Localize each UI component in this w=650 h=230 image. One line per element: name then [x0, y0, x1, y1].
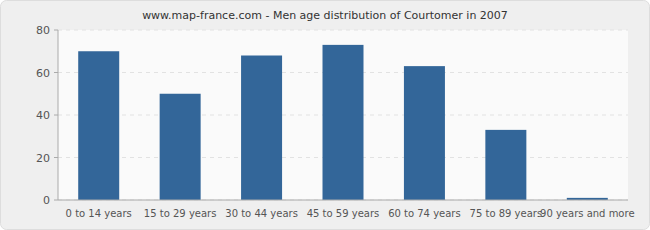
grid-line	[58, 30, 628, 31]
x-axis	[58, 200, 628, 201]
x-tick-label: 45 to 59 years	[307, 208, 380, 219]
y-tick-label: 80	[36, 24, 50, 37]
bar	[404, 66, 445, 200]
grid-line	[58, 200, 628, 201]
x-tick-label: 15 to 29 years	[144, 208, 217, 219]
bar	[323, 45, 364, 200]
chart-container: www.map-france.com - Men age distributio…	[0, 0, 650, 230]
x-tick-label: 90 years and more	[540, 208, 635, 219]
chart-svg: www.map-france.com - Men age distributio…	[0, 0, 650, 230]
bar	[160, 94, 201, 200]
bar	[78, 51, 119, 200]
y-tick	[54, 115, 58, 116]
y-tick	[54, 157, 58, 158]
y-tick-label: 0	[43, 194, 50, 207]
y-tick-label: 20	[36, 152, 50, 165]
y-tick	[54, 30, 58, 31]
y-tick-label: 60	[36, 67, 50, 80]
x-tick-label: 30 to 44 years	[225, 208, 298, 219]
bar	[485, 130, 526, 200]
x-tick-label: 60 to 74 years	[388, 208, 461, 219]
y-tick	[54, 72, 58, 73]
y-axis	[58, 30, 59, 200]
bars	[78, 45, 608, 200]
plot-background	[58, 30, 628, 200]
title: www.map-france.com - Men age distributio…	[142, 9, 508, 22]
x-tick-label: 75 to 89 years	[470, 208, 543, 219]
background	[1, 1, 650, 230]
y-tick	[54, 200, 58, 201]
bar	[241, 56, 282, 201]
x-tick-label: 0 to 14 years	[66, 208, 132, 219]
y-tick-label: 40	[36, 109, 50, 122]
